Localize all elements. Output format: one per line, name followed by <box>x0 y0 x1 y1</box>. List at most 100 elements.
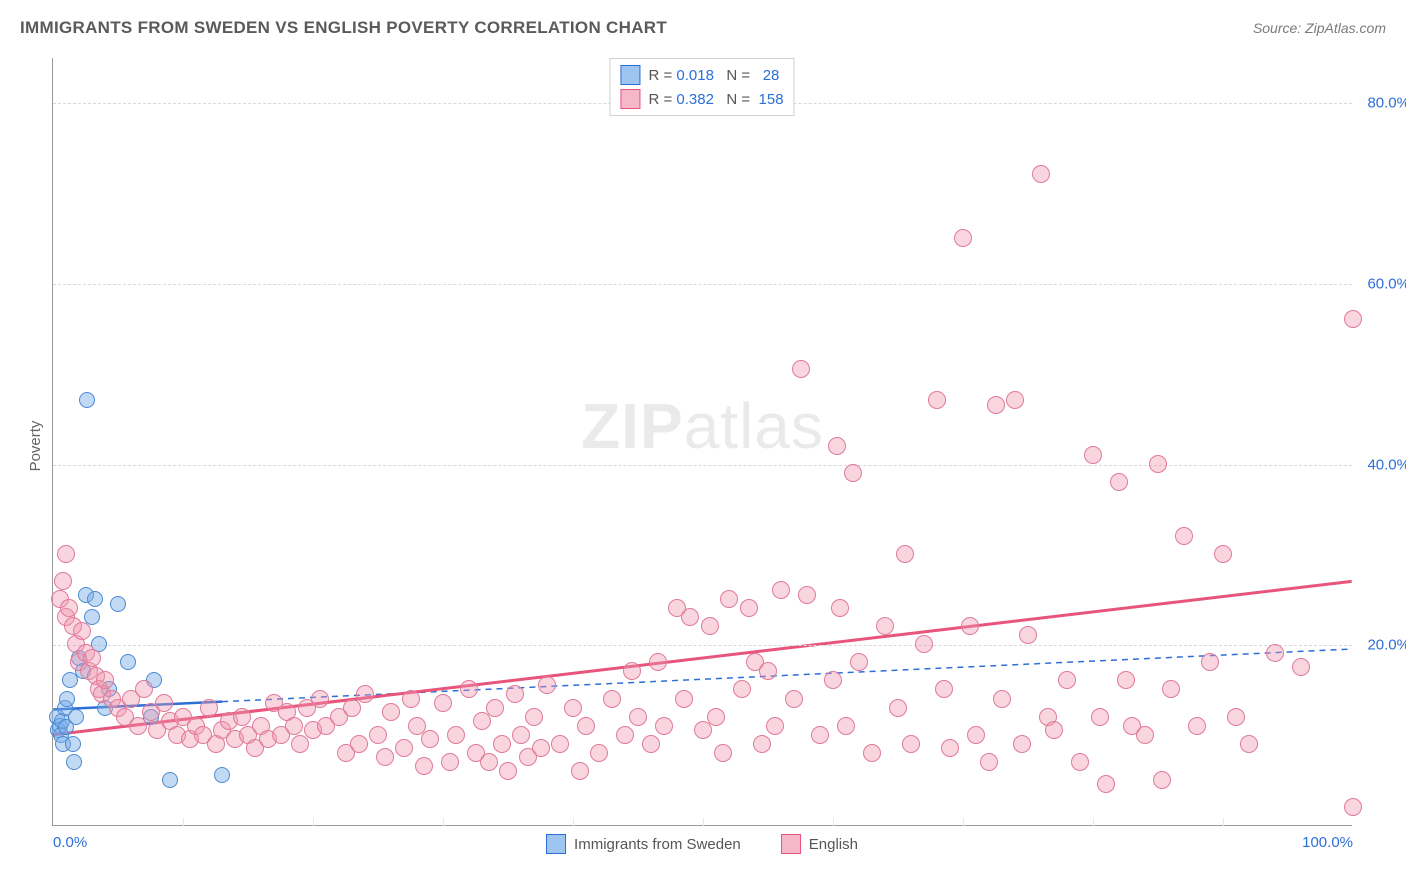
data-point <box>863 744 881 762</box>
data-point <box>980 753 998 771</box>
data-point <box>233 708 251 726</box>
data-point <box>59 691 75 707</box>
data-point <box>120 654 136 670</box>
data-point <box>65 736 81 752</box>
data-point <box>675 690 693 708</box>
plot-area: ZIPatlas 20.0%40.0%60.0%80.0%0.0%100.0% <box>52 58 1352 826</box>
data-point <box>928 391 946 409</box>
data-point <box>889 699 907 717</box>
data-point <box>564 699 582 717</box>
data-point <box>532 739 550 757</box>
gridline-horizontal <box>53 284 1352 285</box>
data-point <box>603 690 621 708</box>
y-tick-label: 60.0% <box>1367 275 1406 292</box>
x-tick-label: 0.0% <box>53 834 87 851</box>
data-point <box>57 545 75 563</box>
data-point <box>1136 726 1154 744</box>
data-point <box>987 396 1005 414</box>
data-point <box>1162 680 1180 698</box>
data-point <box>447 726 465 744</box>
data-point <box>720 590 738 608</box>
data-point <box>1201 653 1219 671</box>
data-point <box>935 680 953 698</box>
legend-swatch <box>620 65 640 85</box>
data-point <box>200 699 218 717</box>
data-point <box>291 735 309 753</box>
data-point <box>753 735 771 753</box>
data-point <box>551 735 569 753</box>
data-point <box>828 437 846 455</box>
data-point <box>162 772 178 788</box>
data-point <box>714 744 732 762</box>
data-point <box>83 649 101 667</box>
data-point <box>590 744 608 762</box>
data-point <box>376 748 394 766</box>
scatter-plot: ZIPatlas 20.0%40.0%60.0%80.0%0.0%100.0% … <box>52 58 1352 826</box>
data-point <box>701 617 719 635</box>
data-point <box>1117 671 1135 689</box>
data-point <box>512 726 530 744</box>
gridline-vertical <box>313 818 314 826</box>
data-point <box>1097 775 1115 793</box>
y-tick-label: 20.0% <box>1367 637 1406 654</box>
data-point <box>1292 658 1310 676</box>
legend-text: R = 0.018 N = 28 <box>648 67 779 84</box>
data-point <box>837 717 855 735</box>
data-point <box>824 671 842 689</box>
data-point <box>66 754 82 770</box>
data-point <box>96 671 114 689</box>
data-point <box>1266 644 1284 662</box>
legend-item: English <box>781 834 858 854</box>
data-point <box>1058 671 1076 689</box>
data-point <box>155 694 173 712</box>
data-point <box>369 726 387 744</box>
data-point <box>1084 446 1102 464</box>
gridline-vertical <box>1223 818 1224 826</box>
data-point <box>792 360 810 378</box>
data-point <box>506 685 524 703</box>
data-point <box>135 680 153 698</box>
gridline-vertical <box>833 818 834 826</box>
data-point <box>486 699 504 717</box>
source-attribution: Source: ZipAtlas.com <box>1253 20 1386 36</box>
data-point <box>740 599 758 617</box>
data-point <box>1019 626 1037 644</box>
gridline-vertical <box>1093 818 1094 826</box>
data-point <box>616 726 634 744</box>
data-point <box>395 739 413 757</box>
data-point <box>110 596 126 612</box>
y-tick-label: 40.0% <box>1367 456 1406 473</box>
y-axis-label: Poverty <box>27 421 44 472</box>
data-point <box>629 708 647 726</box>
data-point <box>214 767 230 783</box>
data-point <box>967 726 985 744</box>
x-tick-label: 100.0% <box>1302 834 1353 851</box>
legend-item: Immigrants from Sweden <box>546 834 741 854</box>
legend-row: R = 0.382 N = 158 <box>620 87 783 111</box>
data-point <box>68 709 84 725</box>
data-point <box>733 680 751 698</box>
data-point <box>1091 708 1109 726</box>
data-point <box>1344 798 1362 816</box>
gridline-vertical <box>963 818 964 826</box>
data-point <box>766 717 784 735</box>
gridline-vertical <box>443 818 444 826</box>
data-point <box>1013 735 1031 753</box>
data-point <box>499 762 517 780</box>
source-link[interactable]: ZipAtlas.com <box>1305 20 1386 36</box>
data-point <box>1153 771 1171 789</box>
legend-swatch <box>781 834 801 854</box>
data-point <box>350 735 368 753</box>
data-point <box>707 708 725 726</box>
data-point <box>896 545 914 563</box>
legend-label: Immigrants from Sweden <box>574 836 741 853</box>
data-point <box>571 762 589 780</box>
source-prefix: Source: <box>1253 20 1305 36</box>
data-point <box>343 699 361 717</box>
data-point <box>694 721 712 739</box>
data-point <box>87 591 103 607</box>
data-point <box>785 690 803 708</box>
data-point <box>1227 708 1245 726</box>
data-point <box>356 685 374 703</box>
legend-swatch <box>620 89 640 109</box>
